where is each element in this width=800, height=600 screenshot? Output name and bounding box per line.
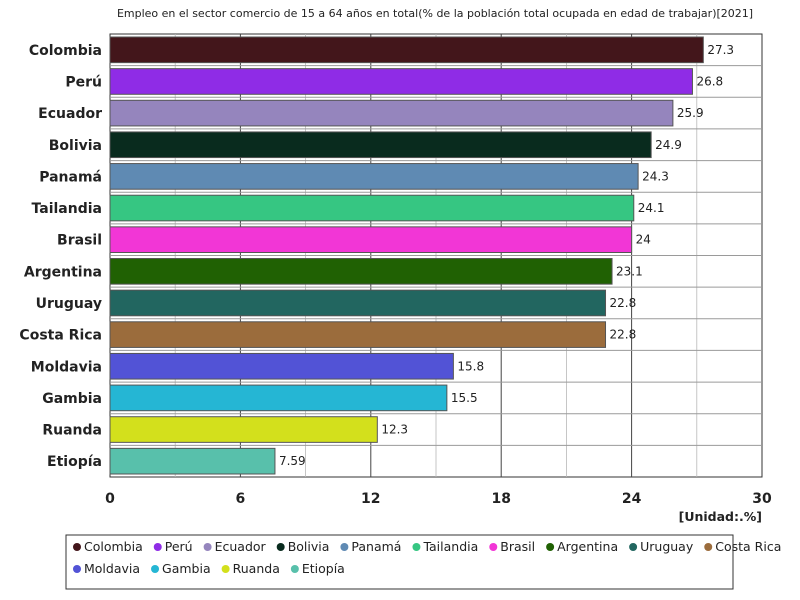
legend-marker [704, 543, 713, 551]
legend: Colombia Perú Ecuador Bolivia Panamá Tailandi… [65, 534, 781, 590]
category-label-peru: Perú [65, 74, 102, 90]
category-label-tailandia: Tailandia [32, 201, 102, 217]
bar-tailandia [109, 194, 635, 222]
bar-ruanda [109, 416, 378, 443]
legend-item-colombia: Colombia [73, 539, 143, 554]
legend-marker [546, 543, 555, 551]
bar-gambia [109, 384, 448, 412]
bar-costa-rica [109, 321, 607, 348]
legend-marker [276, 543, 285, 551]
legend-item-uruguay: Uruguay [629, 539, 694, 554]
x-tick-label: 30 [752, 491, 772, 507]
value-label-peru: 26.8 [696, 74, 723, 88]
value-label-bolivia: 24.9 [655, 138, 682, 152]
legend-label: Uruguay [640, 539, 694, 554]
legend-marker [221, 565, 230, 573]
category-label-ecuador: Ecuador [38, 106, 102, 122]
category-label-bolivia: Bolivia [49, 138, 102, 154]
legend-marker [489, 543, 498, 551]
legend-marker [73, 543, 81, 551]
category-label-gambia: Gambia [42, 391, 102, 407]
bar-ecuador [109, 99, 674, 127]
legend-item-panama: Panamá [340, 539, 401, 554]
category-label-colombia: Colombia [29, 43, 102, 59]
legend-marker [203, 543, 212, 551]
value-label-moldavia: 15.8 [457, 359, 484, 373]
bar-colombia [109, 36, 704, 64]
value-label-brasil: 24 [636, 233, 651, 247]
bar-brasil [109, 226, 633, 254]
category-label-uruguay: Uruguay [36, 296, 102, 312]
value-label-uruguay: 22.8 [610, 296, 637, 310]
value-label-etiopia: 7.59 [279, 454, 306, 468]
legend-marker [73, 565, 81, 573]
value-label-panama: 24.3 [642, 169, 669, 183]
legend-label: Costa Rica [715, 539, 781, 554]
category-label-argentina: Argentina [24, 264, 102, 280]
x-tick-label: 6 [236, 491, 246, 507]
category-label-etiopia: Etiopía [47, 454, 102, 470]
x-axis: 0 6 12 18 24 30 [105, 491, 772, 507]
legend-label: Panamá [351, 539, 401, 554]
legend-label: Bolivia [288, 539, 330, 554]
legend-marker [629, 543, 638, 551]
legend-item-ruanda: Ruanda [221, 561, 280, 576]
bar-moldavia [109, 352, 454, 380]
category-label-brasil: Brasil [57, 233, 102, 249]
plot-area: 27.3 Colombia 26.8 Perú 25.9 Ecuador 24.9 Boliv… [19, 33, 763, 478]
legend-label: Etiopía [302, 561, 345, 576]
bar-argentina [109, 258, 613, 285]
bar-peru [109, 68, 693, 95]
legend-label: Ruanda [233, 561, 280, 576]
legend-label: Perú [165, 539, 193, 554]
category-label-panama: Panamá [39, 169, 102, 185]
legend-marker [153, 543, 162, 551]
legend-item-tailandia: Tailandia [412, 539, 478, 554]
legend-item-argentina: Argentina [546, 539, 618, 554]
value-label-argentina: 23.1 [616, 264, 643, 278]
x-tick-label: 24 [622, 491, 642, 507]
category-label-ruanda: Ruanda [42, 423, 102, 439]
unit-label: [Unidad:.%] [679, 509, 762, 524]
value-label-tailandia: 24.1 [638, 201, 665, 215]
value-label-ecuador: 25.9 [677, 106, 704, 120]
legend-label: Brasil [500, 539, 535, 554]
legend-marker [340, 543, 349, 551]
legend-marker [412, 543, 421, 551]
legend-item-costa-rica: Costa Rica [704, 539, 781, 554]
bar-uruguay [109, 289, 607, 317]
legend-label: Colombia [84, 539, 143, 554]
legend-item-moldavia: Moldavia [73, 561, 140, 576]
legend-item-brasil: Brasil [489, 539, 535, 554]
legend-item-bolivia: Bolivia [276, 539, 330, 554]
value-label-colombia: 27.3 [707, 43, 734, 57]
value-label-gambia: 15.5 [451, 391, 478, 405]
category-label-costa-rica: Costa Rica [19, 328, 102, 344]
category-label-moldavia: Moldavia [31, 359, 102, 375]
legend-marker [290, 565, 299, 573]
legend-label: Tailandia [422, 539, 478, 554]
legend-label: Moldavia [84, 561, 140, 576]
legend-item-etiopia: Etiopía [290, 561, 345, 576]
x-tick-label: 0 [105, 491, 115, 507]
bar-panama [109, 163, 639, 190]
bar-etiopia [109, 447, 276, 475]
legend-label: Gambia [162, 561, 211, 576]
legend-item-ecuador: Ecuador [203, 539, 267, 554]
legend-marker [151, 565, 160, 573]
chart-title: Empleo en el sector comercio de 15 a 64 … [117, 7, 753, 20]
bar-bolivia [109, 131, 652, 159]
x-tick-label: 18 [491, 491, 510, 507]
x-tick-label: 12 [361, 491, 380, 507]
value-label-costa-rica: 22.8 [610, 328, 637, 342]
legend-item-peru: Perú [153, 539, 193, 554]
legend-box [65, 534, 734, 590]
value-label-ruanda: 12.3 [381, 423, 408, 437]
legend-label: Argentina [557, 539, 618, 554]
legend-item-gambia: Gambia [151, 561, 211, 576]
legend-label: Ecuador [215, 539, 267, 554]
